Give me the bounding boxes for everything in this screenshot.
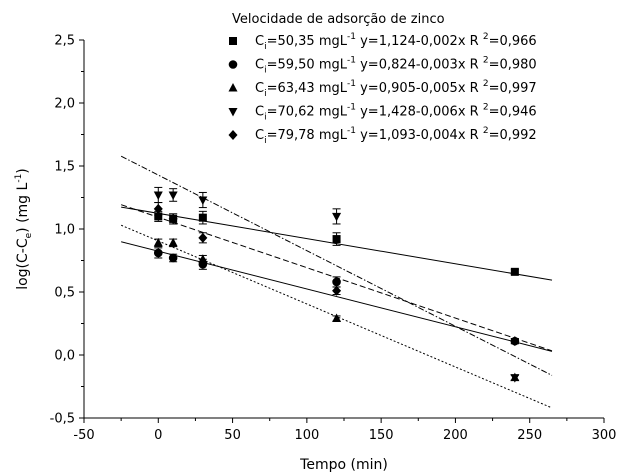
data-point	[153, 248, 163, 258]
legend-entry-1: Ci=50,35 mgL-1 y=1,124-0,002x R 2=0,966	[229, 32, 537, 52]
data-point	[332, 212, 342, 222]
legend-label: Ci=50,35 mgL-1 y=1,124-0,002x R 2=0,966	[255, 32, 537, 52]
x-tick-label: 250	[517, 428, 542, 443]
y-tick-label: 2,5	[54, 34, 75, 49]
y-tick-label: 1,0	[54, 223, 75, 238]
data-point	[154, 212, 163, 221]
legend-marker	[228, 60, 238, 69]
y-tick-label: 0,5	[54, 286, 75, 301]
y-axis-title-middle: ) (mg L	[15, 182, 31, 232]
plot-frame	[83, 40, 604, 419]
legend: Velocidade de adsorção de zinco Ci=50,35…	[228, 12, 537, 146]
fit-line-2	[121, 241, 553, 352]
x-axis-title: Tempo (min)	[299, 457, 388, 473]
data-point	[332, 235, 341, 244]
legend-label: Ci=79,78 mgL-1 y=1,093-0,004x R 2=0,992	[255, 126, 537, 146]
series-4	[153, 186, 520, 383]
series-3	[153, 237, 520, 382]
x-tick-label: 50	[224, 428, 241, 443]
y-axis-title-sup: -1	[14, 174, 24, 183]
data-point	[198, 213, 207, 222]
data-point	[510, 267, 519, 276]
legend-label: Ci=59,50 mgL-1 y=0,824-0,003x R 2=0,980	[255, 56, 537, 76]
x-tick-label: 100	[294, 428, 319, 443]
data-point	[332, 277, 341, 287]
data-point	[510, 336, 520, 347]
data-point	[510, 374, 520, 383]
data-point	[153, 191, 163, 200]
legend-entry-4: Ci=70,62 mgL-1 y=1,428-0,006x R 2=0,946	[228, 103, 537, 123]
y-axis-title: log(C-Ce) (mg L-1)	[14, 168, 34, 290]
legend-marker	[228, 83, 238, 92]
legend-marker	[228, 108, 238, 117]
y-axis-title-sub: e	[24, 232, 34, 238]
data-point	[198, 232, 208, 243]
y-tick-label: 2,0	[54, 97, 75, 112]
data-point	[168, 237, 178, 247]
legend-marker	[229, 37, 237, 45]
x-tick-label: 150	[369, 428, 394, 443]
x-tick-label: 0	[154, 428, 162, 443]
data-points	[153, 186, 520, 383]
y-tick-label: -0,5	[50, 412, 75, 427]
y-tick-label: 0,0	[54, 349, 75, 364]
legend-entry-5: Ci=79,78 mgL-1 y=1,093-0,004x R 2=0,992	[228, 126, 537, 146]
fit-line-4	[120, 155, 553, 376]
series-5	[153, 202, 520, 347]
data-point	[153, 237, 163, 247]
data-point	[198, 196, 208, 206]
y-axis: -0,5 0,0 0,5 1,0 1,5 2,0 2,5	[50, 34, 84, 427]
data-point	[168, 253, 178, 263]
data-point	[332, 313, 342, 322]
x-axis: -50 0 50 100 150 200 250 300	[73, 418, 616, 443]
data-point	[332, 285, 342, 296]
legend-title: Velocidade de adsorção de zinco	[232, 12, 445, 27]
data-point	[168, 213, 178, 224]
x-tick-label: 300	[592, 428, 617, 443]
x-tick-label: 200	[443, 428, 468, 443]
x-tick-label: -50	[73, 428, 94, 443]
data-point	[168, 191, 178, 200]
y-tick-label: 1,5	[54, 160, 75, 175]
legend-entry-2: Ci=59,50 mgL-1 y=0,824-0,003x R 2=0,980	[228, 56, 537, 76]
data-point	[198, 254, 208, 263]
legend-label: Ci=63,43 mgL-1 y=0,905-0,005x R 2=0,997	[255, 79, 537, 99]
y-axis-title-suffix: )	[15, 168, 31, 173]
legend-marker	[228, 130, 238, 140]
data-point	[153, 203, 163, 214]
legend-label: Ci=70,62 mgL-1 y=1,428-0,006x R 2=0,946	[255, 103, 537, 123]
y-axis-title-prefix: log(C-C	[15, 238, 31, 290]
legend-entry-3: Ci=63,43 mgL-1 y=0,905-0,005x R 2=0,997	[228, 79, 537, 99]
